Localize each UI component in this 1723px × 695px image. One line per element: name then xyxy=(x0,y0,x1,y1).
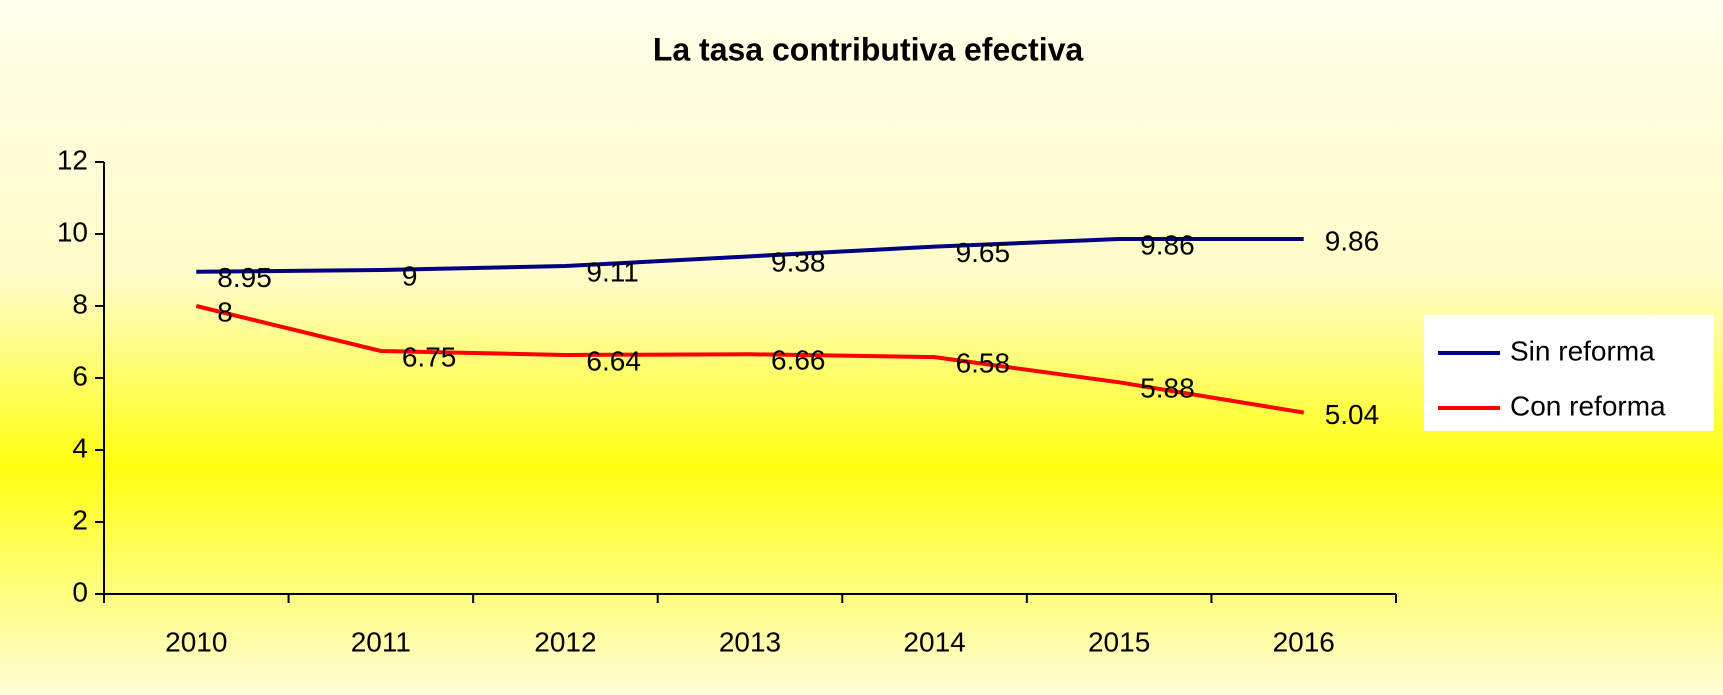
data-label: 9.11 xyxy=(586,256,638,287)
x-tick-label: 2011 xyxy=(351,626,411,657)
y-tick-label: 6 xyxy=(72,360,88,391)
x-tick-label: 2012 xyxy=(534,626,596,657)
x-tick-label: 2015 xyxy=(1088,626,1150,657)
y-tick-label: 2 xyxy=(72,504,88,535)
line xyxy=(195,304,1305,415)
data-label: 5.88 xyxy=(1140,373,1195,404)
y-tick-label: 4 xyxy=(72,432,88,463)
x-tick-label: 2016 xyxy=(1273,626,1335,657)
legend-label: Sin reforma xyxy=(1510,335,1655,366)
data-label: 6.58 xyxy=(956,348,1011,379)
y-tick-label: 10 xyxy=(57,216,88,247)
line xyxy=(196,237,1304,274)
data-label: 6.75 xyxy=(402,341,457,372)
x-tick-label: 2014 xyxy=(903,626,965,657)
x-tick-label: 2013 xyxy=(719,626,781,657)
data-label: 8.95 xyxy=(217,262,271,293)
chart-title: La tasa contributiva efectiva xyxy=(653,31,1084,67)
data-label: 9.86 xyxy=(1325,225,1380,256)
y-tick-label: 12 xyxy=(57,144,88,175)
y-tick-label: 8 xyxy=(72,288,88,319)
data-label: 9 xyxy=(402,260,418,291)
data-label: 8 xyxy=(217,296,233,327)
legend-box xyxy=(1424,315,1714,431)
data-label: 5.04 xyxy=(1325,399,1380,430)
y-tick-label: 0 xyxy=(72,576,88,607)
data-label: 6.66 xyxy=(771,345,826,376)
data-label: 6.64 xyxy=(586,345,641,376)
data-label: 9.86 xyxy=(1140,229,1195,260)
data-label: 9.65 xyxy=(956,237,1011,268)
x-tick-label: 2010 xyxy=(165,626,227,657)
data-label: 9.38 xyxy=(771,247,826,278)
legend-label: Con reforma xyxy=(1510,390,1666,421)
